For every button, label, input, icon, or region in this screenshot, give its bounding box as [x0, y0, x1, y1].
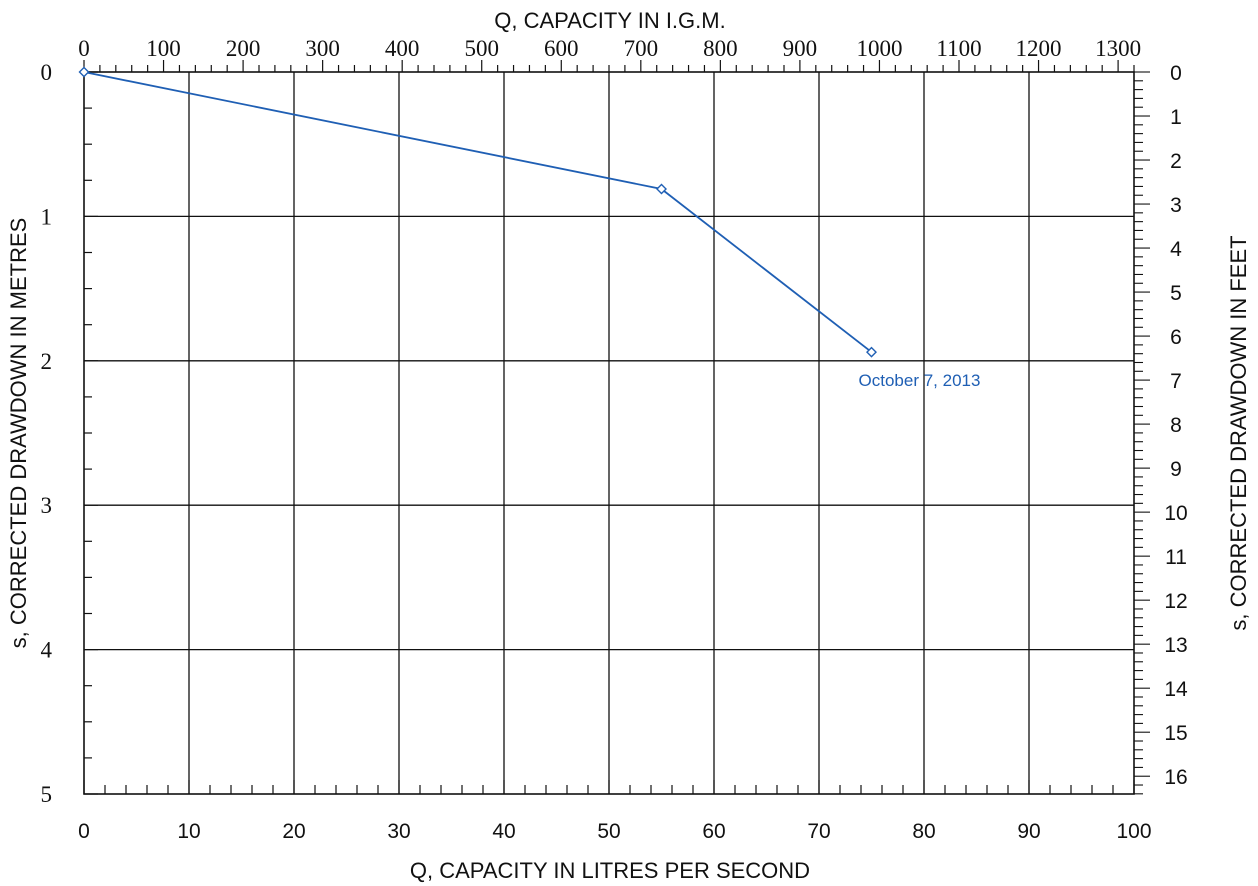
y2-tick-label: 0: [1170, 62, 1182, 85]
x2-tick-label: 700: [624, 36, 659, 61]
y2-tick-label: 14: [1164, 678, 1188, 701]
x2-tick-label: 800: [703, 36, 738, 61]
x2-tick-label: 500: [464, 36, 499, 61]
x2-tick-label: 1100: [936, 36, 981, 61]
y2-tick-label: 2: [1170, 150, 1182, 173]
series-line: [83, 71, 873, 353]
x-tick-label: 100: [1116, 820, 1151, 843]
y2-tick-label: 9: [1170, 458, 1182, 481]
x-tick-label: 40: [492, 820, 515, 843]
x2-tick-label: 1300: [1095, 36, 1141, 61]
x2-tick-label: 900: [783, 36, 818, 61]
x2-tick-label: 400: [385, 36, 420, 61]
y2-tick-label: 6: [1170, 326, 1182, 349]
tick-layer: 0 10 20 30 40 50 60 70 80 90 1000 100 200 300 400 500 60…: [41, 36, 1188, 843]
y2-tick-label: 8: [1170, 414, 1182, 437]
x-tick-label: 20: [282, 820, 305, 843]
x2-tick-label: 300: [305, 36, 340, 61]
x2-tick-label: 1000: [856, 36, 902, 61]
y2-tick-label: 1: [1170, 106, 1182, 129]
y2-tick-label: 5: [1170, 282, 1182, 305]
x-tick-label: 70: [807, 820, 830, 843]
y2-tick-label: 11: [1165, 546, 1187, 569]
x2-axis-title: Q, CAPACITY IN I.G.M.: [494, 8, 725, 33]
y2-tick-label: 15: [1164, 722, 1187, 745]
y-tick-label: 1: [41, 204, 53, 229]
y-tick-label: 3: [41, 493, 53, 518]
x2-tick-label: 200: [226, 36, 261, 61]
y2-tick-label: 13: [1164, 634, 1187, 657]
x-tick-label: 0: [78, 820, 90, 843]
y2-axis-title: s, CORRECTED DRAWDOWN IN FEET: [1226, 235, 1251, 630]
y-tick-label: 2: [41, 349, 53, 374]
data-point-diamond: [78, 66, 90, 78]
y2-tick-label: 4: [1170, 238, 1182, 261]
label-layer: Q, CAPACITY IN LITRES PER SECOND Q, CAPA…: [6, 8, 1251, 883]
x2-tick-label: 100: [146, 36, 181, 61]
y-tick-label: 4: [41, 638, 53, 663]
x2-tick-label: 1200: [1016, 36, 1062, 61]
y-tick-label: 0: [41, 60, 53, 85]
data-point-diamond: [656, 183, 667, 195]
annotation-label: October 7, 2013: [859, 371, 981, 390]
x2-tick-label: 0: [78, 36, 90, 61]
y2-tick-label: 12: [1164, 590, 1187, 613]
y-axis-title: s, CORRECTED DRAWDOWN IN METRES: [6, 218, 31, 649]
y2-tick-label: 7: [1170, 370, 1182, 393]
x-tick-label: 90: [1017, 820, 1040, 843]
x-tick-label: 30: [387, 820, 410, 843]
y-tick-label: 5: [41, 782, 53, 807]
y2-tick-label: 16: [1164, 766, 1187, 789]
series-layer: October 7, 2013: [78, 66, 981, 390]
y2-tick-label: 3: [1170, 194, 1182, 217]
data-point-diamond: [866, 346, 877, 358]
y2-tick-label: 10: [1164, 502, 1187, 525]
x-tick-label: 60: [702, 820, 725, 843]
x-tick-label: 80: [912, 820, 935, 843]
grid-layer: [83, 71, 1135, 795]
x-tick-label: 50: [597, 820, 620, 843]
x-axis-title: Q, CAPACITY IN LITRES PER SECOND: [410, 858, 810, 883]
x2-tick-label: 600: [544, 36, 579, 61]
x-tick-label: 10: [177, 820, 200, 843]
